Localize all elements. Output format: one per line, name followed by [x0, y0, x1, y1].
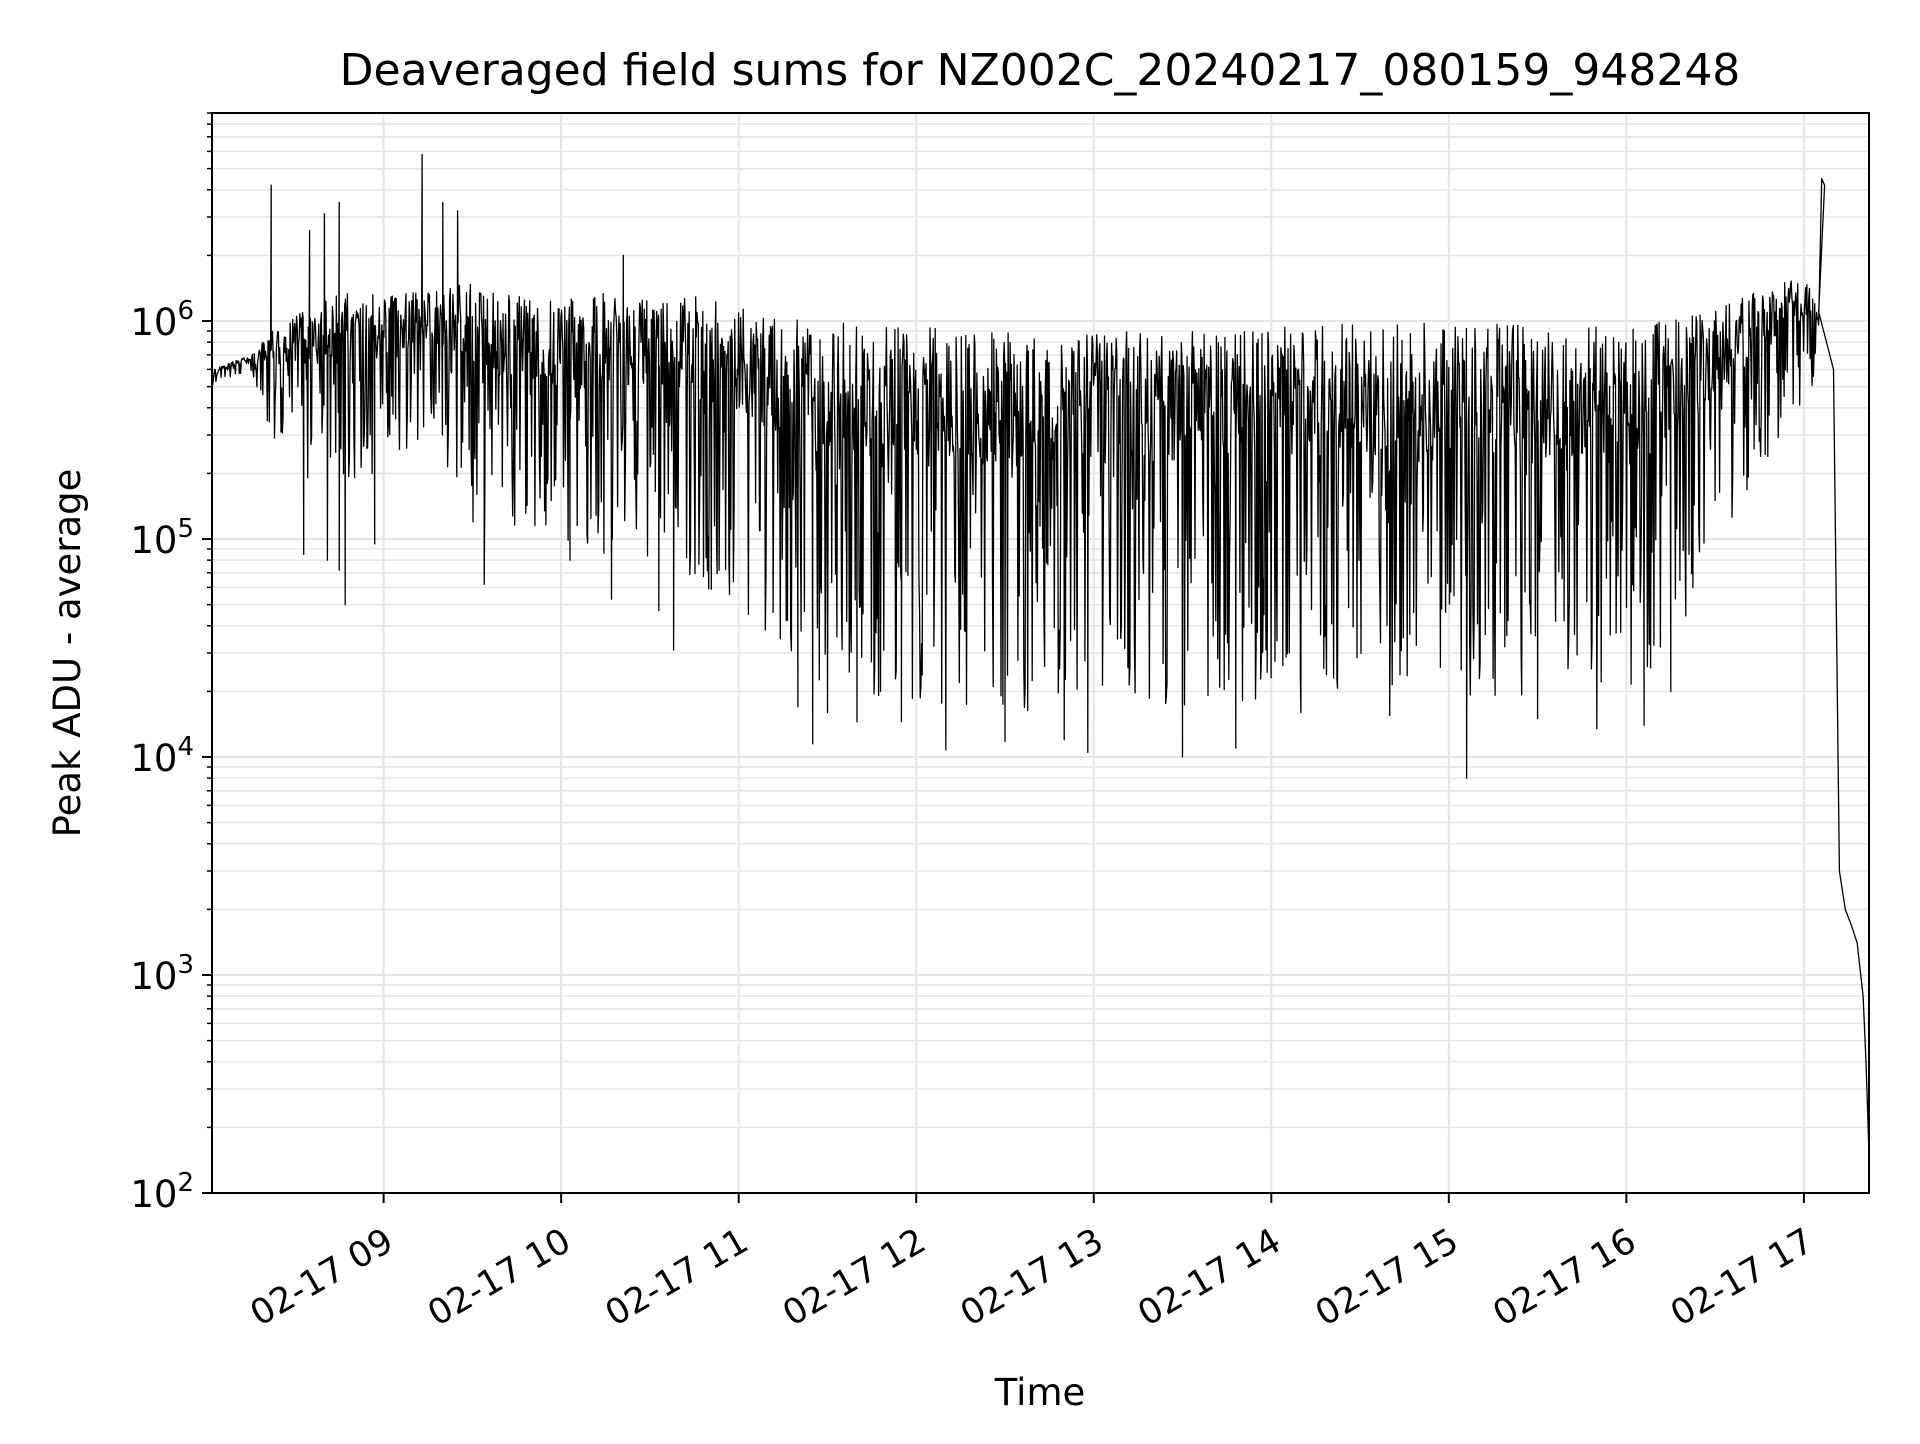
spike-point [442, 201, 444, 203]
x-axis-label: Time [994, 1371, 1086, 1414]
dip-point [1466, 777, 1468, 779]
spike-point [1824, 184, 1826, 186]
dip-point [1004, 740, 1006, 742]
dip-point [1670, 690, 1672, 692]
y-tick-label: 105 [130, 514, 194, 562]
dip-point [812, 743, 814, 745]
dip-point [303, 553, 305, 555]
y-axis-label: Peak ADU - average [46, 469, 89, 838]
dip-point [1182, 756, 1184, 758]
y-tick-label: 103 [130, 950, 194, 998]
dip-point [673, 649, 675, 651]
dip-point [569, 559, 571, 561]
y-tick-label: 104 [130, 732, 194, 780]
spike-point [457, 210, 459, 212]
dip-point [900, 721, 902, 723]
dip-point [1643, 724, 1645, 726]
dip-point [326, 559, 328, 561]
series-line [211, 153, 1870, 1155]
dip-point [1300, 712, 1302, 714]
dip-point [1537, 718, 1539, 720]
spike-point [622, 254, 624, 256]
spike-point [309, 230, 311, 232]
spike-point [338, 201, 340, 203]
grid [212, 112, 1869, 1194]
y-tick-label: 102 [130, 1168, 194, 1216]
dip-point [945, 749, 947, 751]
series-line-group [211, 153, 1870, 1155]
dip-point [1596, 728, 1598, 730]
dip-point [483, 583, 485, 585]
y-tick-label: 106 [130, 296, 194, 344]
dip-point [1389, 715, 1391, 717]
dip-point [374, 543, 376, 545]
dip-point [344, 604, 346, 606]
dip-point [826, 712, 828, 714]
dip-point [1235, 747, 1237, 749]
dip-point [797, 706, 799, 708]
dip-point [338, 569, 340, 571]
dip-point [658, 609, 660, 611]
chart-title: Deaveraged field sums for NZ002C_2024021… [340, 45, 1741, 96]
spike-point [1821, 178, 1823, 180]
spike-point [421, 154, 423, 156]
dip-point [1063, 739, 1065, 741]
spike-point [270, 184, 272, 186]
dip-point [856, 721, 858, 723]
spike-point [323, 213, 325, 215]
dip-point [610, 598, 612, 600]
dip-point [1087, 751, 1089, 753]
